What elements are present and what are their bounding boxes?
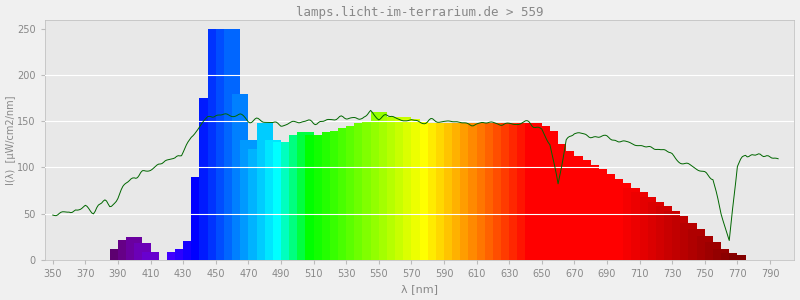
Bar: [705, 242, 721, 260]
Bar: [631, 192, 648, 260]
Bar: [118, 239, 134, 260]
Bar: [167, 253, 183, 260]
Bar: [477, 123, 493, 260]
Bar: [607, 178, 623, 260]
Bar: [338, 128, 354, 260]
Title: lamps.licht-im-terrarium.de > 559: lamps.licht-im-terrarium.de > 559: [296, 6, 543, 19]
Bar: [142, 253, 158, 260]
Bar: [534, 126, 550, 260]
Bar: [248, 149, 265, 260]
Bar: [721, 254, 738, 260]
Bar: [436, 123, 452, 260]
Bar: [680, 223, 697, 260]
Bar: [730, 255, 746, 260]
Bar: [697, 236, 713, 260]
Bar: [672, 217, 689, 260]
Bar: [354, 123, 370, 260]
Bar: [199, 98, 216, 260]
Bar: [623, 188, 639, 260]
Bar: [134, 243, 150, 260]
Bar: [689, 230, 705, 260]
Bar: [518, 123, 534, 260]
Bar: [224, 29, 240, 260]
Bar: [582, 165, 599, 260]
Bar: [314, 135, 330, 260]
Bar: [526, 123, 542, 260]
Bar: [599, 174, 615, 260]
Bar: [403, 119, 419, 260]
Bar: [550, 144, 566, 260]
Bar: [460, 123, 477, 260]
Bar: [298, 132, 314, 260]
Bar: [208, 29, 224, 260]
Bar: [615, 183, 631, 260]
Bar: [713, 249, 730, 260]
Bar: [395, 117, 411, 260]
Bar: [444, 123, 460, 260]
Bar: [590, 169, 607, 260]
Bar: [175, 249, 191, 260]
Bar: [289, 135, 306, 260]
Bar: [110, 249, 126, 260]
Bar: [346, 126, 362, 260]
Bar: [232, 94, 248, 260]
Bar: [330, 130, 346, 260]
X-axis label: λ [nm]: λ [nm]: [401, 284, 438, 294]
Bar: [542, 130, 558, 260]
Bar: [191, 177, 208, 260]
Bar: [469, 123, 485, 260]
Bar: [493, 123, 509, 260]
Bar: [265, 140, 281, 260]
Bar: [648, 202, 664, 260]
Bar: [664, 211, 680, 260]
Bar: [370, 112, 387, 260]
Bar: [452, 123, 469, 260]
Bar: [257, 123, 273, 260]
Bar: [428, 123, 444, 260]
Bar: [378, 117, 395, 260]
Bar: [656, 206, 672, 260]
Bar: [509, 123, 526, 260]
Bar: [501, 123, 518, 260]
Bar: [126, 237, 142, 260]
Bar: [574, 160, 590, 260]
Bar: [362, 121, 378, 260]
Bar: [419, 123, 436, 260]
Bar: [183, 242, 199, 260]
Bar: [306, 135, 322, 260]
Bar: [485, 123, 501, 260]
Bar: [639, 197, 656, 260]
Bar: [566, 156, 582, 260]
Bar: [281, 142, 298, 260]
Bar: [322, 132, 338, 260]
Bar: [387, 117, 403, 260]
Bar: [411, 121, 428, 260]
Bar: [273, 142, 289, 260]
Bar: [216, 29, 232, 260]
Bar: [558, 151, 574, 260]
Y-axis label: I(λ)  [μW/cm2/nm]: I(λ) [μW/cm2/nm]: [6, 95, 15, 184]
Bar: [240, 140, 257, 260]
